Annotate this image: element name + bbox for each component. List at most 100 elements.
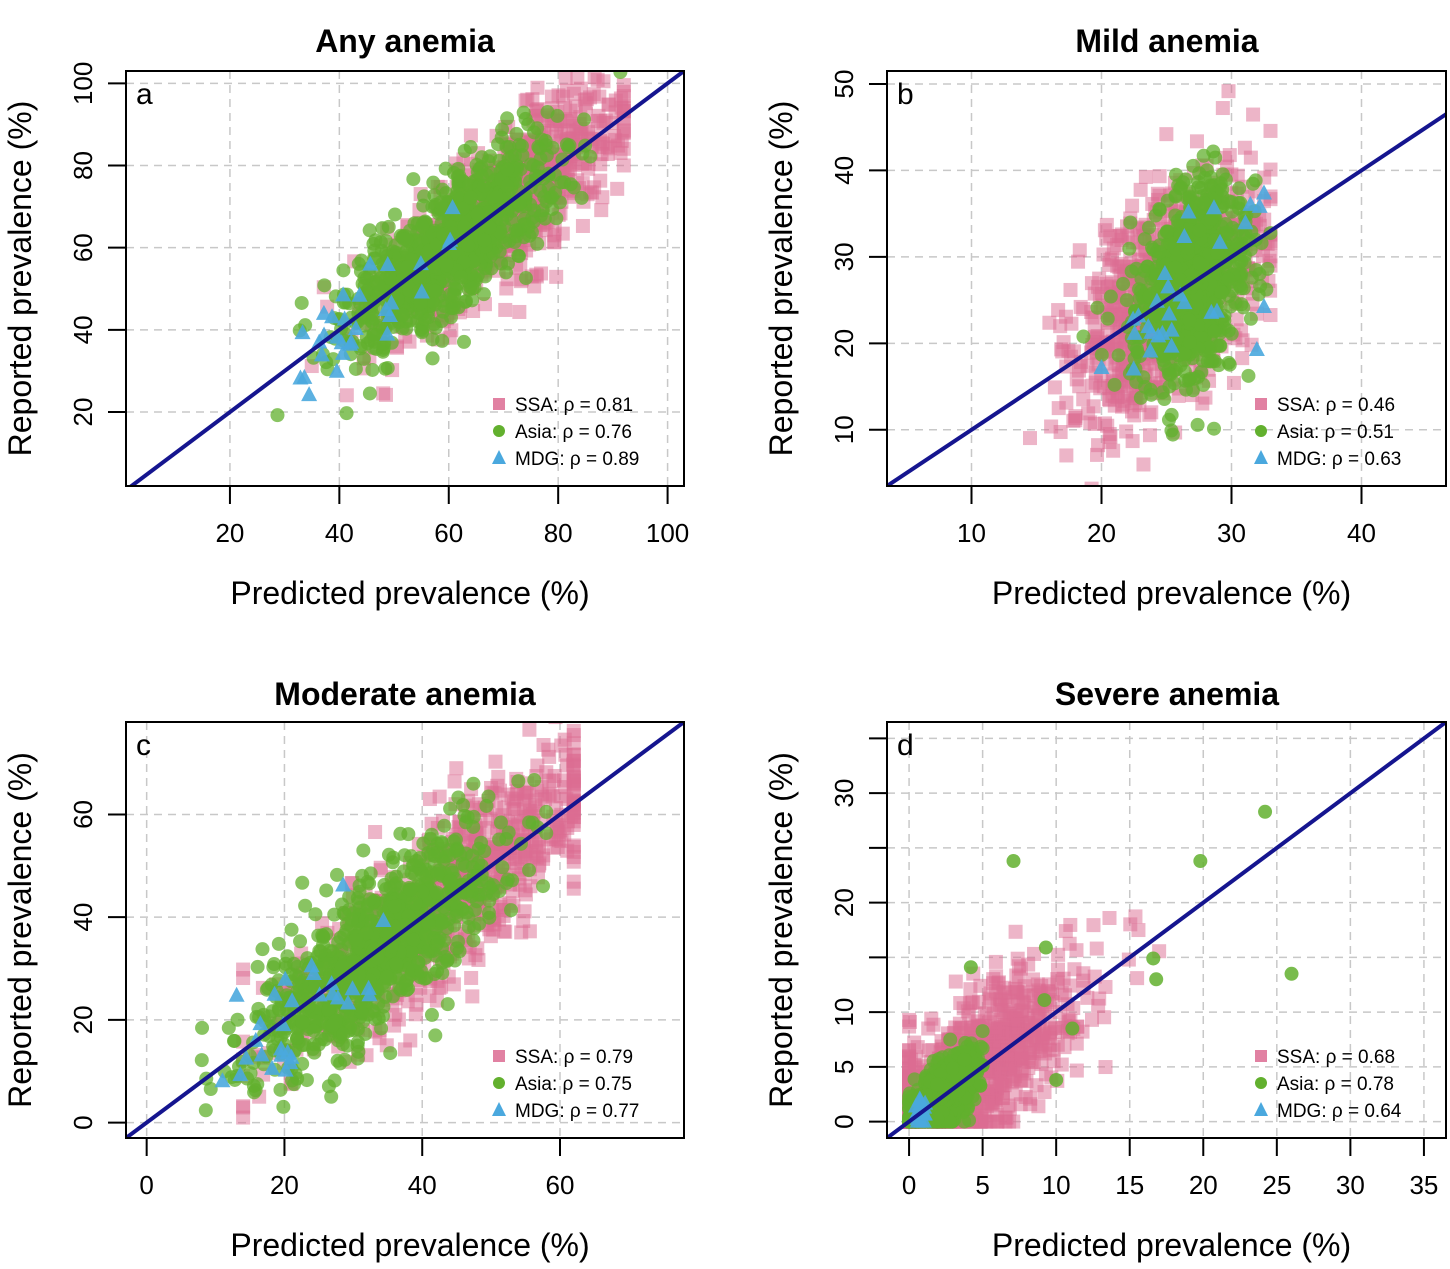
data-point-ssa [488,754,503,769]
data-point-mdg [1163,337,1180,353]
data-point-asia [426,175,441,190]
data-point-ssa [498,924,513,939]
data-point-asia [476,178,491,193]
data-point-ssa [1073,299,1088,314]
data-point-ssa [616,123,631,138]
data-point-ssa [391,1012,406,1027]
y-tick-label: 50 [829,70,859,99]
data-point-ssa [596,74,611,89]
data-point-asia [400,260,415,275]
data-point-ssa [1229,312,1244,327]
data-point-asia [1224,326,1239,341]
data-point-mdg [444,199,461,215]
data-point-asia [457,220,472,235]
data-point-asia [461,238,476,253]
data-point-asia [1191,175,1206,190]
data-point-ssa [610,181,625,196]
data-point-mdg [315,304,332,320]
data-point-ssa [1103,252,1118,267]
data-point-mdg [362,255,379,271]
data-point-mdg [301,386,318,402]
grid [126,722,684,1138]
data-point-asia [514,138,529,153]
data-point-asia [574,190,589,205]
data-point-ssa [559,83,574,98]
data-point-mdg [313,346,330,362]
y-tick-label: 80 [68,151,98,180]
legend-label: SSA: ρ = 0.46 [1277,395,1395,416]
data-point-asia [326,352,341,367]
data-point-asia [365,362,380,377]
data-point-ssa [1226,375,1241,390]
data-point-asia [1124,264,1139,279]
data-point-asia [380,360,395,375]
data-point-asia [481,154,496,169]
legend-label: SSA: ρ = 0.81 [515,395,633,416]
data-point-ssa [1237,140,1252,155]
data-point-asia [336,263,351,278]
data-point-asia [1160,193,1175,208]
data-point-asia [412,272,427,287]
data-point-asia [1162,235,1177,250]
data-point-ssa [559,791,574,806]
series-asia [194,773,554,1118]
data-point-asia [416,198,431,213]
y-axis-label: Reported prevalence (%) [2,101,38,457]
x-tick-label: 30 [1217,518,1246,548]
data-point-ssa [566,817,581,832]
data-point-asia [1160,224,1175,239]
data-point-asia [1190,417,1205,432]
data-point-ssa [616,158,631,173]
data-point-ssa [557,780,572,795]
data-point-asia [563,177,578,192]
data-point-mdg [1160,278,1177,294]
data-point-asia [463,190,478,205]
data-point-asia [1142,289,1157,304]
data-point-asia [456,334,471,349]
data-point-ssa [1099,231,1114,246]
plot-frame [886,70,1447,487]
data-point-mdg [333,334,350,350]
x-tick-label: 80 [544,518,573,548]
data-point-ssa [1059,448,1074,463]
data-point-mdg [347,319,364,335]
data-point-ssa [1047,380,1062,395]
y-tick-label: 20 [829,329,859,358]
data-point-mdg [1180,203,1197,219]
data-point-asia [1090,300,1105,315]
data-point-asia [388,207,403,222]
data-point-asia [1103,289,1118,304]
y-tick-label: 20 [68,398,98,427]
legend-label: MDG: ρ = 0.89 [515,449,639,470]
data-point-asia [250,1077,265,1092]
data-point-asia [613,71,628,80]
data-point-ssa [594,203,609,218]
data-point-ssa [1023,431,1037,446]
data-point-asia [1162,379,1177,394]
data-point-asia [1157,392,1172,407]
data-point-asia [1182,313,1197,328]
grid [887,71,1446,486]
legend-item-asia: Asia: ρ = 0.51 [1255,422,1394,443]
data-point-asia [1122,241,1137,256]
data-point-mdg [1093,358,1110,374]
data-point-ssa [1222,148,1237,163]
data-point-asia [399,321,414,336]
data-point-ssa [1053,319,1068,334]
data-point-ssa [536,851,551,866]
data-point-ssa [1215,101,1230,116]
data-point-ssa [449,761,464,776]
data-point-asia [508,223,523,238]
data-point-ssa [554,834,569,849]
data-point-ssa [463,128,478,143]
data-point-ssa [557,732,572,747]
points [194,722,581,1125]
data-point-ssa [403,1033,418,1048]
data-point-asia [1206,421,1221,436]
x-axis-label: Predicted prevalence (%) [230,575,589,611]
data-point-asia [1179,382,1194,397]
